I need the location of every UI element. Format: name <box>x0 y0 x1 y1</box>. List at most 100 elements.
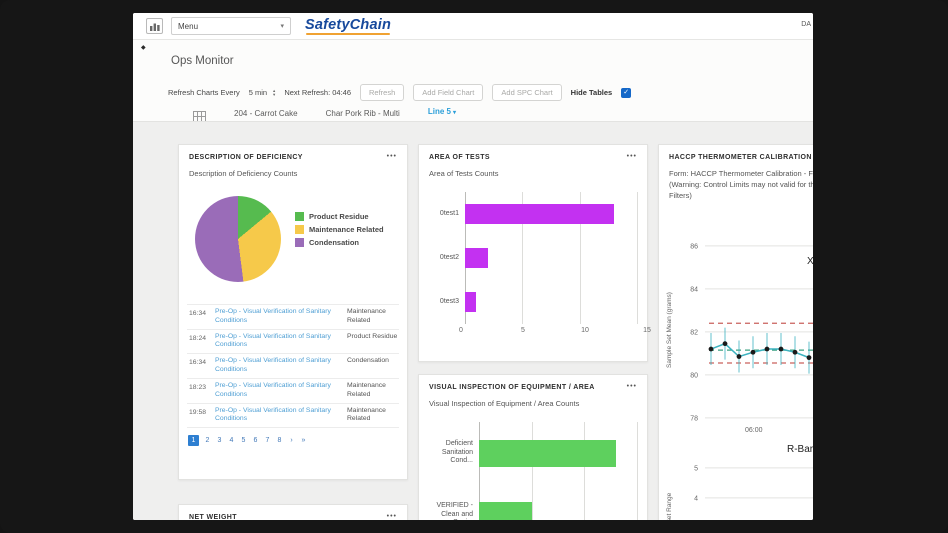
haccp-warning-line: (Warning: Control Limits may not valid f… <box>669 180 813 189</box>
stepper-up-icon: ▴ <box>273 88 276 94</box>
bar[interactable] <box>465 204 615 224</box>
card-menu-icon[interactable]: ••• <box>626 383 637 390</box>
page-number[interactable]: 6 <box>253 437 258 445</box>
bar[interactable] <box>465 248 488 268</box>
page-number[interactable]: 2 <box>205 437 210 445</box>
add-spc-chart-button[interactable]: Add SPC Chart <box>492 84 562 101</box>
gridline <box>522 192 524 324</box>
deficiency-pie-chart <box>195 196 281 282</box>
bar-category-label: Deficient Sanitation Cond... <box>441 439 473 465</box>
row-time: 18:24 <box>189 334 207 342</box>
menu-dropdown[interactable]: Menu ▾ <box>171 17 291 35</box>
svg-text:5: 5 <box>694 465 698 472</box>
row-form-link[interactable]: Pre-Op - Visual Verification of Sanitary… <box>215 357 331 374</box>
bar[interactable] <box>465 292 477 312</box>
page-number[interactable]: 8 <box>277 437 282 445</box>
legend-item: Product Residue <box>295 212 384 221</box>
card-menu-icon[interactable]: ••• <box>386 153 397 160</box>
bar-category-label: 0test1 <box>439 209 459 217</box>
svg-text:80: 80 <box>690 372 698 379</box>
bar-category-label: 0test2 <box>439 253 459 261</box>
gridline <box>637 422 638 520</box>
bar[interactable] <box>479 501 532 520</box>
card-title: DESCRIPTION OF DEFICIENCY <box>189 154 303 161</box>
page-number[interactable]: 5 <box>241 437 246 445</box>
page-number[interactable]: 1 <box>188 435 199 447</box>
xbar-spc-chart: 78 80 82 84 86 Sample Set Mean (grams) X-Bar 06… <box>659 230 813 447</box>
legend-label: Maintenance Related <box>309 225 384 234</box>
table-row: 18:24 Pre-Op - Visual Verification of Sa… <box>187 330 399 355</box>
page-number[interactable]: 4 <box>229 437 234 445</box>
page-number[interactable]: » <box>301 437 306 445</box>
add-field-chart-button[interactable]: Add Field Chart <box>413 84 484 101</box>
row-time: 16:34 <box>189 359 207 367</box>
tabs-divider <box>133 121 813 122</box>
table-pagination: 1 2 3 4 5 6 7 8 › » <box>188 435 407 447</box>
row-form-link[interactable]: Pre-Op - Visual Verification of Sanitary… <box>215 308 331 324</box>
row-value: Maintenance Related <box>347 406 386 423</box>
card-subtitle: Area of Tests Counts <box>429 169 499 178</box>
card-title: AREA OF TESTS <box>429 154 490 161</box>
svg-text:Sample Set Range: Sample Set Range <box>666 492 673 520</box>
hide-tables-checkbox[interactable]: ✓ <box>621 87 632 98</box>
top-navigation-bar: Menu ▾ SafetyChain DA <box>133 13 813 40</box>
legend-label: Condensation <box>309 238 359 247</box>
page-number[interactable]: 7 <box>265 437 270 445</box>
bar-category-label: 0test3 <box>439 297 459 305</box>
gridline <box>531 422 533 520</box>
card-title: VISUAL INSPECTION OF EQUIPMENT / AREA <box>429 384 595 391</box>
card-title: HACCP THERMOMETER CALIBRATION <box>669 154 812 161</box>
refresh-button[interactable]: Refresh <box>360 84 405 101</box>
pie-legend: Product Residue Maintenance Related Conden… <box>295 212 384 282</box>
app-window: Menu ▾ SafetyChain DA ◆ Ops Monitor Refr… <box>133 13 813 520</box>
bar-chart-icon <box>149 23 160 31</box>
svg-text:R-Bar: R-Bar <box>787 444 813 455</box>
svg-text:84: 84 <box>690 286 698 293</box>
card-menu-icon[interactable]: ••• <box>626 153 637 160</box>
tabs-grid-icon[interactable] <box>193 110 206 122</box>
gridline <box>579 192 581 324</box>
bar-category-label: VERIFIED - Clean and Sani... <box>436 501 473 520</box>
page-number[interactable]: › <box>290 437 293 445</box>
legend-swatch <box>295 225 304 234</box>
row-form-link[interactable]: Pre-Op - Visual Verification of Sanitary… <box>215 406 331 423</box>
legend-swatch <box>295 238 304 247</box>
stepper-down-icon: ▾ <box>273 91 276 97</box>
card-menu-icon[interactable]: ••• <box>386 513 397 520</box>
svg-text:86: 86 <box>690 243 698 250</box>
interval-stepper[interactable]: ▴ ▾ <box>273 88 276 97</box>
row-value: Maintenance Related <box>347 308 386 324</box>
bar[interactable] <box>479 439 616 467</box>
card-net-weight: NET WEIGHT ••• <box>178 504 408 520</box>
gridline <box>479 422 480 520</box>
deficiency-table: 16:34 Pre-Op - Visual Verification of Sa… <box>187 304 399 429</box>
svg-text:4: 4 <box>694 495 698 502</box>
x-tick-label: 10 <box>581 327 589 334</box>
row-value: Maintenance Related <box>347 381 386 398</box>
row-value: Condensation <box>347 357 389 365</box>
refresh-interval-value[interactable]: 5 min <box>248 88 268 97</box>
row-value: Product Residue <box>347 332 398 340</box>
tab-carrot-cake[interactable]: 204 - Carrot Cake <box>234 108 298 118</box>
x-tick-label: 5 <box>521 327 525 334</box>
toolbar: Refresh Charts Every 5 min ▴ ▾ Next Refr… <box>168 84 632 101</box>
legend-item: Condensation <box>295 238 384 247</box>
legend-label: Product Residue <box>309 212 369 221</box>
svg-text:82: 82 <box>690 329 698 336</box>
row-form-link[interactable]: Pre-Op - Visual Verification of Sanitary… <box>215 381 331 398</box>
card-subtitle: Visual Inspection of Equipment / Area Co… <box>429 399 580 408</box>
page-number[interactable]: 3 <box>217 437 222 445</box>
row-time: 18:23 <box>189 383 207 391</box>
gridline <box>584 422 586 520</box>
svg-text:78: 78 <box>690 415 698 422</box>
tab-char-pork-rib[interactable]: Char Pork Rib - Multi <box>325 108 400 118</box>
chart-toggle-button[interactable] <box>146 18 163 34</box>
sidebar-collapse-icon[interactable]: ◆ <box>141 45 146 51</box>
table-row: 16:34 Pre-Op - Visual Verification of Sa… <box>187 305 399 330</box>
visual-inspection-bar-chart: Deficient Sanitation Cond... VERIFIED - C… <box>419 422 647 520</box>
row-form-link[interactable]: Pre-Op - Visual Verification of Sanitary… <box>215 332 331 349</box>
gridline <box>637 192 638 324</box>
tab-caret-icon: ▾ <box>452 110 456 116</box>
svg-text:06:00: 06:00 <box>745 427 763 434</box>
